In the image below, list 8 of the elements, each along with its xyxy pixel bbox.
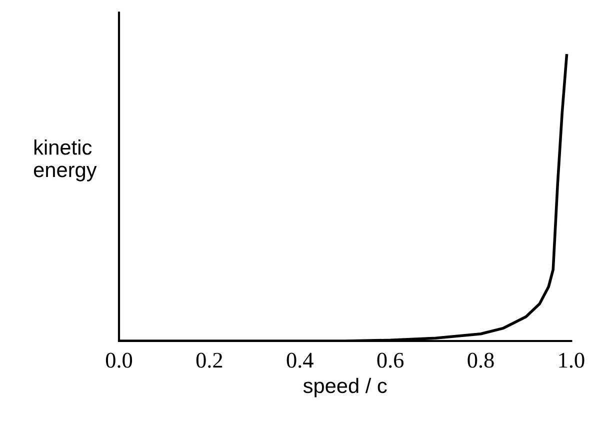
x-tick-label: 0.2 (196, 352, 222, 368)
x-tick-label: 0.0 (106, 352, 132, 368)
x-tick-label: 1.0 (559, 352, 584, 368)
x-tick-label: 0.4 (286, 352, 314, 368)
x-tick-label: 0.8 (468, 352, 494, 368)
y-axis-title: kinetic energy (34, 139, 97, 182)
x-tick-label: 0.6 (377, 352, 404, 368)
x-axis-title: speed / c (303, 378, 387, 398)
